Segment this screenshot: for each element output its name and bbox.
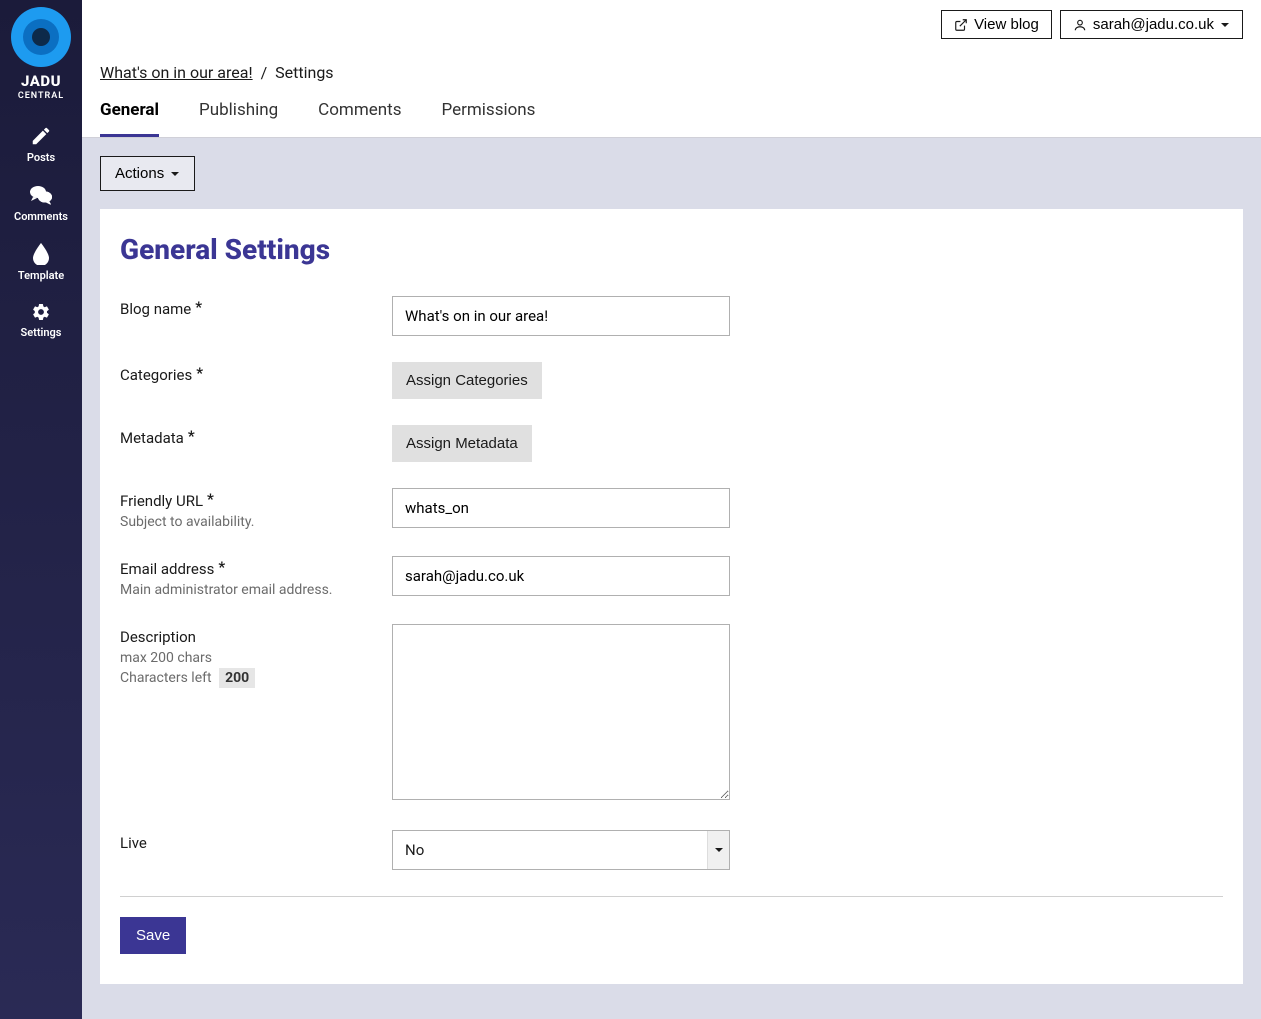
live-select[interactable]: No	[392, 830, 730, 870]
description-textarea[interactable]	[392, 624, 730, 800]
description-label: Description	[120, 628, 196, 646]
save-button[interactable]: Save	[120, 917, 186, 954]
sidebar: JADU CENTRAL Posts Comments Templ	[0, 0, 82, 1019]
email-input[interactable]	[392, 556, 730, 596]
user-email: sarah@jadu.co.uk	[1093, 16, 1214, 33]
required-marker: *	[195, 298, 202, 316]
comments-icon	[29, 184, 53, 206]
main-area: View blog sarah@jadu.co.uk What's on in …	[82, 0, 1261, 1019]
breadcrumb-current: Settings	[275, 63, 333, 82]
settings-card: General Settings Blog name* Categories* …	[100, 209, 1243, 984]
view-blog-button[interactable]: View blog	[941, 10, 1052, 39]
breadcrumb: What's on in our area! / Settings	[82, 39, 1261, 82]
brand-name: JADU	[21, 74, 61, 89]
chars-left-line: Characters left 200	[120, 670, 376, 686]
external-link-icon	[954, 18, 968, 32]
assign-categories-button[interactable]: Assign Categories	[392, 362, 542, 399]
metadata-label: Metadata	[120, 429, 184, 447]
caret-down-icon	[1220, 20, 1230, 30]
breadcrumb-separator: /	[261, 63, 268, 82]
droplet-icon	[32, 243, 50, 265]
sidebar-item-comments[interactable]: Comments	[0, 174, 82, 233]
field-categories: Categories* Assign Categories	[120, 362, 1223, 399]
sidebar-item-template[interactable]: Template	[0, 233, 82, 292]
email-label: Email address	[120, 560, 214, 578]
blog-name-label: Blog name	[120, 300, 191, 318]
tab-publishing[interactable]: Publishing	[199, 100, 278, 137]
content-area: Actions General Settings Blog name* Cate…	[82, 138, 1261, 1019]
sidebar-item-label: Posts	[27, 151, 55, 164]
required-marker: *	[207, 490, 214, 508]
field-live: Live No	[120, 830, 1223, 870]
friendly-url-input[interactable]	[392, 488, 730, 528]
view-blog-label: View blog	[974, 16, 1039, 33]
email-help: Main administrator email address.	[120, 582, 376, 598]
required-marker: *	[196, 364, 203, 382]
brand-logo[interactable]: JADU CENTRAL	[10, 6, 72, 101]
divider	[120, 896, 1223, 897]
assign-metadata-button[interactable]: Assign Metadata	[392, 425, 532, 462]
breadcrumb-link[interactable]: What's on in our area!	[100, 63, 253, 82]
logo-icon	[10, 6, 72, 68]
field-email: Email address* Main administrator email …	[120, 556, 1223, 598]
categories-label: Categories	[120, 366, 192, 384]
pencil-icon	[30, 125, 52, 147]
chars-left-count: 200	[219, 668, 255, 688]
tab-permissions[interactable]: Permissions	[441, 100, 535, 137]
gear-icon	[31, 302, 51, 322]
live-label: Live	[120, 834, 147, 852]
tabs: General Publishing Comments Permissions	[82, 82, 1261, 138]
caret-down-icon	[707, 831, 729, 869]
tab-comments[interactable]: Comments	[318, 100, 401, 137]
friendly-url-label: Friendly URL	[120, 492, 203, 510]
required-marker: *	[218, 558, 225, 576]
field-description: Description max 200 chars Characters lef…	[120, 624, 1223, 804]
field-friendly-url: Friendly URL* Subject to availability.	[120, 488, 1223, 530]
sidebar-item-settings[interactable]: Settings	[0, 292, 82, 349]
live-select-value: No	[393, 831, 707, 869]
required-marker: *	[188, 427, 195, 445]
sidebar-item-label: Template	[18, 269, 64, 282]
user-icon	[1073, 18, 1087, 32]
sidebar-item-label: Settings	[21, 326, 62, 339]
actions-dropdown[interactable]: Actions	[100, 156, 195, 191]
blog-name-input[interactable]	[392, 296, 730, 336]
sidebar-item-label: Comments	[14, 210, 68, 223]
field-metadata: Metadata* Assign Metadata	[120, 425, 1223, 462]
caret-down-icon	[170, 169, 180, 179]
topbar: View blog sarah@jadu.co.uk	[82, 0, 1261, 39]
chars-left-label: Characters left	[120, 670, 212, 686]
brand-subname: CENTRAL	[18, 91, 64, 101]
actions-label: Actions	[115, 165, 164, 182]
friendly-url-help: Subject to availability.	[120, 514, 376, 530]
user-menu-button[interactable]: sarah@jadu.co.uk	[1060, 10, 1243, 39]
tab-general[interactable]: General	[100, 100, 159, 137]
field-blog-name: Blog name*	[120, 296, 1223, 336]
sidebar-item-posts[interactable]: Posts	[0, 115, 82, 174]
description-help: max 200 chars	[120, 650, 376, 666]
page-title: General Settings	[120, 233, 1223, 266]
